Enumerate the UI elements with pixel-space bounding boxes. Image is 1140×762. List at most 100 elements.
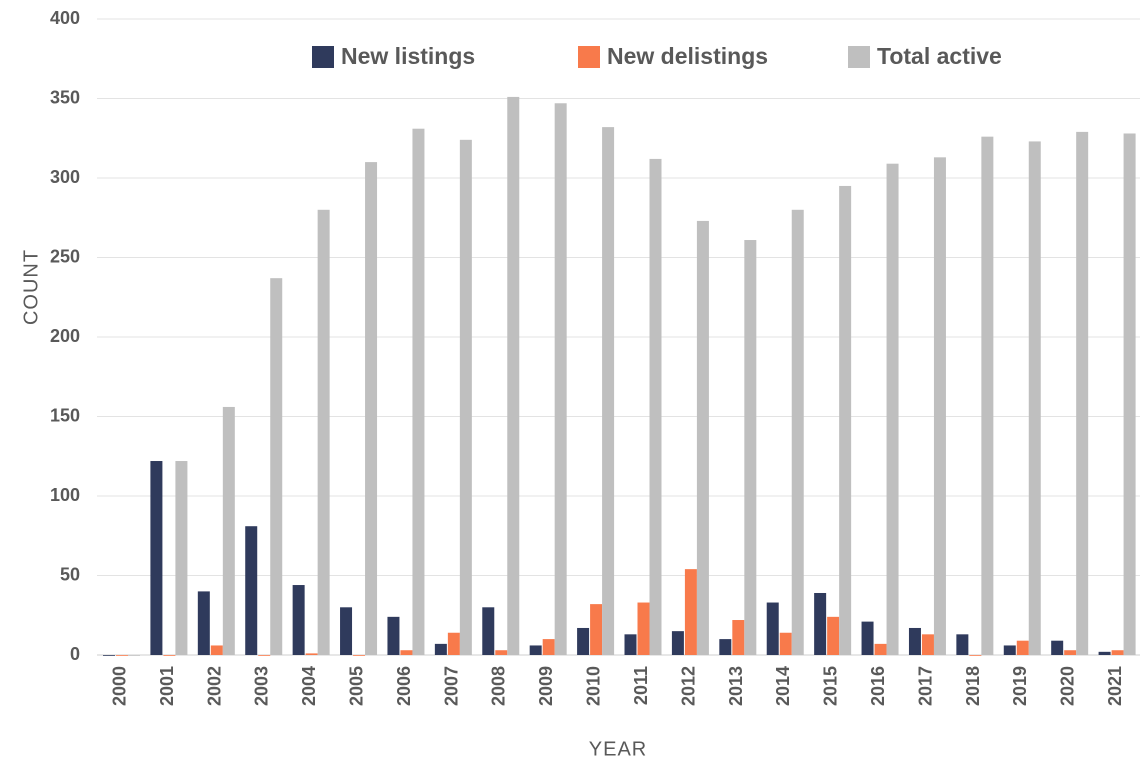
bar [495,650,508,655]
bar [150,461,163,655]
bar [732,620,745,655]
bar [1098,651,1111,655]
bar [292,585,305,655]
legend-swatch [312,46,334,68]
bar [412,128,425,655]
legend-label: Total active [877,43,1002,69]
x-tick-label: 2021 [1105,666,1125,706]
bar [766,602,779,655]
bar [317,209,330,656]
x-tick-label: 2019 [1010,666,1030,706]
x-tick-label: 2016 [868,666,888,706]
y-tick-label: 200 [50,326,80,346]
legend-label: New delistings [607,43,768,69]
y-tick-label: 150 [50,405,80,425]
bar [827,616,840,655]
x-tick-label: 2014 [773,666,793,706]
bar [814,592,827,655]
y-tick-label: 50 [60,564,80,584]
bar [103,655,115,656]
x-axis-label: YEAR [589,738,647,760]
bar [908,627,921,655]
bar [222,406,235,655]
bar [400,650,413,655]
bar [210,645,223,655]
bar [744,240,757,655]
bar [637,602,650,655]
x-tick-label: 2002 [204,666,224,706]
bar [542,639,555,655]
bar [1016,640,1029,655]
bar [482,607,495,655]
bar [340,607,353,655]
bar [886,163,899,655]
bar [577,627,590,655]
bar [529,645,542,655]
y-tick-label: 250 [50,246,80,266]
bar [602,127,615,656]
x-tick-label: 2006 [394,666,414,706]
bar [554,103,567,655]
x-tick-label: 2004 [299,666,319,706]
y-tick-label: 300 [50,167,80,187]
x-tick-label: 2003 [252,666,272,706]
bar [791,209,804,656]
y-tick-label: 350 [50,87,80,107]
bar [861,621,874,655]
bar [1003,645,1016,655]
bar [163,655,176,656]
y-tick-label: 100 [50,485,80,505]
bar [459,139,472,656]
y-tick-label: 0 [70,644,80,664]
bar [981,136,994,655]
legend-label: New listings [341,43,475,69]
bar [175,461,188,655]
bar [969,655,982,656]
bar [839,185,852,655]
x-tick-label: 2001 [157,666,177,706]
bar [590,604,603,655]
bar [507,96,520,655]
bar [245,526,258,655]
bar [116,655,128,656]
bar [1111,650,1124,655]
bar [671,631,684,655]
bar [874,643,887,655]
x-tick-label: 2020 [1058,666,1078,706]
bar [1076,131,1089,655]
bar [779,632,792,655]
x-tick-label: 2005 [347,666,367,706]
x-tick-label: 2011 [631,666,651,705]
bar [1028,141,1041,655]
x-tick-label: 2008 [489,666,509,706]
bar [624,634,637,655]
bar [258,655,271,656]
bar [447,632,460,655]
x-tick-label: 2013 [726,666,746,706]
y-tick-label: 400 [50,8,80,28]
bar [353,655,366,656]
x-tick-label: 2015 [821,666,841,706]
bar [1123,133,1136,656]
bar [197,591,210,655]
bar [956,634,969,655]
bar [305,653,318,655]
x-tick-label: 2007 [441,666,461,706]
x-tick-label: 2012 [678,666,698,706]
bar [933,157,946,655]
legend-swatch [848,46,870,68]
bar [719,639,732,655]
bar [128,655,140,656]
x-tick-label: 2009 [536,666,556,706]
bar [696,220,709,655]
x-tick-label: 2000 [109,666,129,706]
bar [1064,650,1077,655]
x-tick-label: 2017 [915,666,935,706]
x-tick-label: 2018 [963,666,983,706]
bar [1051,640,1064,655]
bar [434,643,447,655]
x-tick-label: 2010 [584,666,604,706]
bar [921,634,934,655]
y-axis-label: COUNT [20,249,42,325]
